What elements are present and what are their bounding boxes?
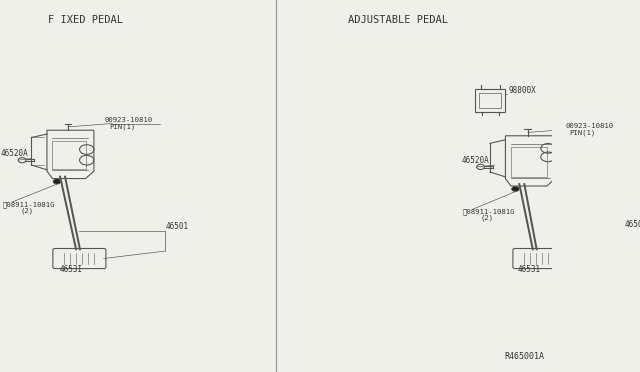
Text: PIN(1): PIN(1) [109,124,136,130]
Text: (2): (2) [21,207,34,214]
Bar [511,147,547,177]
Bar [475,89,506,112]
Text: 46520A: 46520A [461,156,489,165]
Text: 00923-10810: 00923-10810 [105,118,153,124]
Bar [52,141,86,169]
Text: ⓝ08911-1081G: ⓝ08911-1081G [3,201,55,208]
Text: 46531: 46531 [518,265,541,274]
Text: PIN(1): PIN(1) [570,129,596,136]
Bar [479,93,501,108]
Text: 4653I: 4653I [60,265,83,274]
Text: 46501: 46501 [166,222,189,231]
Circle shape [511,186,519,192]
Text: 46520A: 46520A [1,150,29,158]
Text: R465001A: R465001A [504,352,544,361]
Circle shape [53,179,61,184]
Text: ⓝ08911-1081G: ⓝ08911-1081G [463,209,515,215]
Text: ADJUSTABLE PEDAL: ADJUSTABLE PEDAL [348,16,448,25]
Text: 98800X: 98800X [508,86,536,95]
Text: 46501: 46501 [624,220,640,229]
Text: 00923-10810: 00923-10810 [565,123,613,129]
Text: F IXED PEDAL: F IXED PEDAL [48,16,123,25]
Text: (2): (2) [481,215,493,221]
